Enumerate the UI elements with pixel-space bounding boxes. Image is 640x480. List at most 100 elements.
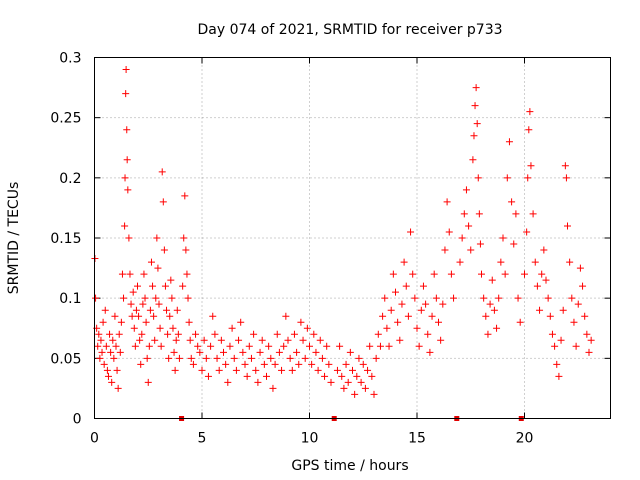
data-point (181, 192, 189, 200)
data-point (146, 306, 154, 314)
data-point (186, 336, 194, 344)
data-point (230, 354, 238, 362)
data-point (564, 222, 571, 230)
data-point (286, 354, 294, 362)
data-point (159, 198, 167, 206)
data-point (551, 342, 559, 350)
data-point (153, 234, 161, 242)
data-point (207, 342, 215, 350)
data-point (346, 348, 354, 356)
data-point (130, 324, 138, 332)
data-point (306, 342, 313, 350)
data-point (493, 324, 501, 332)
data-point (374, 330, 382, 338)
data-point (411, 294, 419, 302)
data-point (109, 336, 117, 344)
data-point (559, 306, 567, 314)
data-point (503, 174, 511, 182)
data-point (336, 342, 344, 350)
data-point (497, 258, 505, 266)
data-point (293, 348, 301, 356)
data-point (441, 246, 449, 254)
data-point (538, 270, 546, 278)
data-point (122, 66, 130, 74)
data-point (192, 330, 200, 338)
data-point (94, 342, 102, 350)
data-point (103, 366, 111, 374)
data-point (376, 342, 384, 350)
data-point (400, 258, 408, 266)
data-point (525, 126, 533, 134)
data-point (173, 306, 181, 314)
data-point (478, 270, 485, 278)
data-point (275, 348, 283, 356)
x-axis: 0 5 10 15 20 (90, 57, 533, 447)
data-point (194, 342, 202, 350)
data-point (456, 258, 464, 266)
data-point (174, 330, 182, 338)
data-point (583, 330, 591, 338)
data-point (106, 330, 114, 338)
data-point (150, 312, 158, 320)
data-point (217, 336, 225, 344)
data-point (182, 246, 190, 254)
data-point (139, 300, 147, 308)
data-point (117, 318, 125, 326)
data-point (129, 288, 137, 296)
data-point (135, 312, 143, 320)
data-point (198, 366, 206, 374)
data-point (359, 360, 367, 368)
data-point (184, 294, 192, 302)
data-point (333, 366, 341, 374)
data-point (419, 282, 427, 290)
y-tick-label: 0.1 (59, 291, 81, 307)
data-point (351, 390, 359, 398)
data-point (579, 282, 587, 290)
data-point (409, 270, 417, 278)
data-point (200, 336, 208, 344)
data-point (123, 126, 131, 134)
data-point (482, 312, 490, 320)
x-tick-label: 10 (301, 431, 319, 447)
data-point (426, 348, 434, 356)
x-tick-label: 15 (408, 431, 426, 447)
data-point (471, 102, 479, 110)
data-point (157, 342, 165, 350)
data-point (562, 174, 570, 182)
data-point (220, 348, 227, 356)
data-point (140, 270, 148, 278)
data-point (465, 222, 473, 230)
data-point (147, 258, 155, 266)
data-point (585, 348, 593, 356)
data-point (301, 354, 309, 362)
data-point (404, 312, 412, 320)
data-point (505, 138, 513, 146)
data-point (211, 330, 219, 338)
data-point (499, 234, 507, 242)
data-point (353, 372, 361, 380)
data-point (143, 354, 151, 362)
data-point (271, 360, 279, 368)
data-point (267, 354, 275, 362)
data-point (415, 342, 423, 350)
data-point (163, 306, 171, 314)
data-point (160, 246, 168, 254)
data-point (430, 270, 438, 278)
data-point (312, 348, 320, 356)
data-point (134, 282, 141, 290)
data-point (265, 342, 273, 350)
data-point (273, 330, 281, 338)
y-tick-label: 0.05 (50, 351, 81, 367)
data-point (566, 258, 574, 266)
data-points (91, 66, 595, 398)
x-tick-label: 5 (198, 431, 207, 447)
data-point (474, 174, 482, 182)
data-point (250, 330, 258, 338)
data-point (107, 348, 115, 356)
data-point (469, 156, 477, 164)
data-point (110, 354, 118, 362)
data-point (92, 294, 100, 302)
data-point (128, 312, 136, 320)
data-point (127, 300, 135, 308)
data-point (514, 294, 522, 302)
